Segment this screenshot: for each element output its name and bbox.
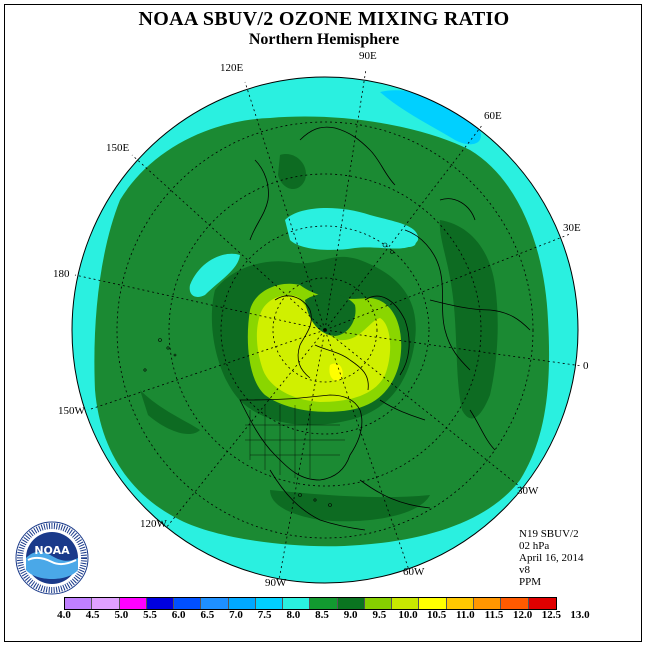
colorbar-tick-label: 5.0: [114, 609, 129, 621]
graticule: [74, 68, 583, 581]
colorbar: [64, 597, 557, 610]
ozone-region-9-0-b: [439, 220, 498, 419]
colorbar-swatch: [501, 598, 529, 609]
colorbar-tick-label: 13.0: [570, 609, 590, 621]
ozone-core-9-0: [305, 293, 356, 336]
lon-label-120e: 120E: [220, 62, 244, 74]
colorbar-swatch: [228, 598, 256, 609]
info-level: 02 hPa: [519, 540, 550, 552]
colorbar-swatch: [337, 598, 365, 609]
colorbar-tick-label: 5.5: [143, 609, 157, 621]
noaa-logo: NOAA: [15, 521, 89, 595]
colorbar-swatch: [255, 598, 284, 609]
colorbar-swatch: [310, 598, 338, 609]
colorbar-swatch: [146, 598, 175, 609]
colorbar-tick-label: 4.5: [85, 609, 100, 621]
colorbar-tick-label: 10.0: [398, 609, 418, 621]
info-satellite: N19 SBUV/2: [519, 528, 579, 540]
colorbar-swatch: [473, 598, 502, 609]
colorbar-swatch: [364, 598, 393, 609]
lon-label-0: 0: [583, 360, 589, 372]
state-boundaries: [245, 405, 345, 478]
colorbar-tick-label: 9.0: [343, 609, 358, 621]
colorbar-tick-label: 11.5: [484, 609, 504, 621]
lon-label-180: 180: [53, 268, 70, 280]
map-subtitle: Northern Hemisphere: [248, 31, 400, 48]
colorbar-swatch: [419, 598, 447, 609]
lon-label-60e: 60E: [484, 110, 502, 122]
colorbar-swatch: [119, 598, 147, 609]
colorbar-swatch: [65, 598, 93, 609]
colorbar-tick-label: 11.0: [456, 609, 475, 621]
noaa-logo-text: NOAA: [34, 544, 70, 557]
colorbar-ticks: 4.0 4.5 5.0 5.5 6.0 6.5 7.0 7.5 8.0 8.5 9.0 9.5 10.0…: [57, 609, 590, 621]
coastlines: [239, 77, 531, 531]
colorbar-tick-label: 4.0: [57, 609, 71, 621]
colorbar-tick-label: 6.5: [200, 609, 215, 621]
info-block: N19 SBUV/2 02 hPa April 16, 2014 v8 PPM: [519, 528, 583, 588]
colorbar-swatch: [528, 598, 556, 609]
colorbar-tick-label: 12.5: [541, 609, 561, 621]
lon-label-90w: 90W: [265, 577, 287, 589]
colorbar-tick-label: 6.0: [171, 609, 186, 621]
colorbar-swatch: [201, 598, 229, 609]
ozone-region-10-5: [329, 363, 343, 381]
ozone-intrusion-8-0-b: [189, 253, 240, 297]
colorbar-tick-label: 7.5: [257, 609, 272, 621]
colorbar-swatch: [174, 598, 202, 609]
ozone-region-9-0-c: [278, 154, 306, 190]
colorbar-tick-label: 8.5: [315, 609, 329, 621]
islands: [143, 242, 394, 507]
figure-frame: [4, 4, 642, 642]
colorbar-swatch: [92, 598, 120, 609]
lon-label-150e: 150E: [106, 142, 130, 154]
lon-label-60w: 60W: [403, 566, 425, 578]
map-boundary: [71, 76, 579, 584]
lon-label-30w: 30W: [517, 485, 539, 497]
lon-label-150w: 150W: [58, 405, 85, 417]
colorbar-tick-label: 9.5: [372, 609, 387, 621]
lon-label-30e: 30E: [563, 222, 581, 234]
colorbar-tick-label: 7.0: [229, 609, 243, 621]
ozone-region-7-5: [380, 90, 481, 145]
map-title: NOAA SBUV/2 OZONE MIXING RATIO: [138, 8, 510, 30]
ozone-intrusion-8-0-a: [285, 208, 419, 250]
colorbar-swatch: [446, 598, 474, 609]
info-date: April 16, 2014: [519, 552, 584, 564]
ozone-intrusion-8-0-c: [399, 232, 417, 247]
lon-label-120w: 120W: [140, 518, 167, 530]
lon-label-90e: 90E: [359, 50, 377, 62]
colorbar-tick-label: 10.5: [427, 609, 447, 621]
colorbar-tick-label: 12.0: [513, 609, 533, 621]
colorbar-swatch: [283, 598, 311, 609]
info-units: PPM: [519, 576, 542, 588]
colorbar-tick-label: 8.0: [286, 609, 301, 621]
info-version: v8: [519, 564, 530, 576]
colorbar-swatch: [392, 598, 420, 609]
ozone-region-9-0-d: [140, 390, 200, 435]
